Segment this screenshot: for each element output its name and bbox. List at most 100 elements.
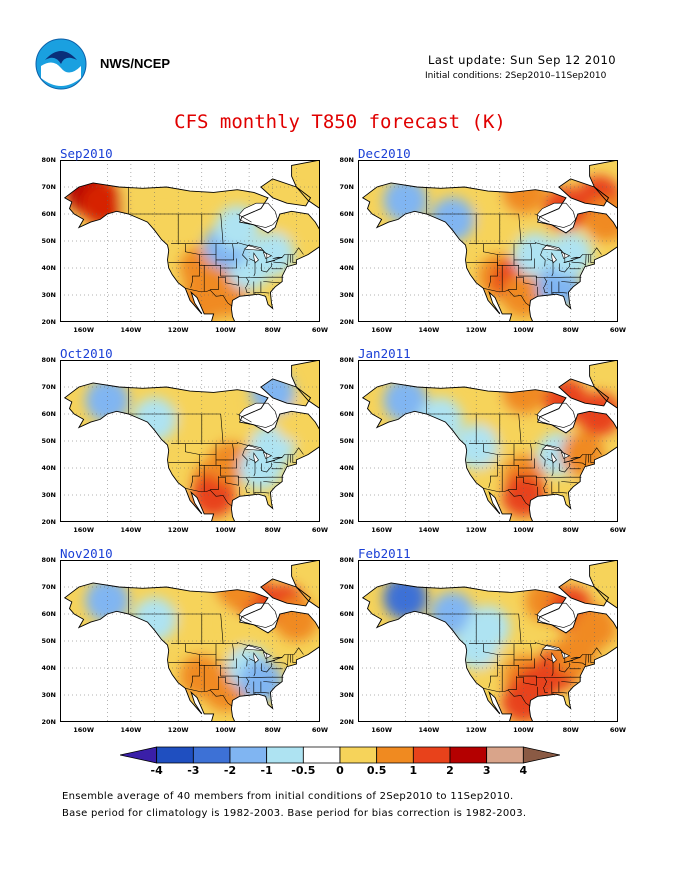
anomaly-region	[553, 632, 598, 677]
lon-tick-label: 60W	[311, 326, 329, 334]
org-label: NWS/NCEP	[100, 56, 171, 71]
panel-title: Jan2011	[358, 346, 411, 361]
last-update: Last update: Sun Sep 12 2010	[428, 53, 617, 67]
lon-tick-label: 120W	[465, 326, 487, 334]
lat-tick-label: 70N	[41, 583, 57, 591]
main-title: CFS monthly T850 forecast (K)	[174, 111, 506, 133]
lon-tick-label: 120W	[167, 726, 189, 734]
lon-tick-label: 120W	[465, 526, 487, 534]
lon-tick-label: 140W	[418, 726, 440, 734]
lon-tick-label: 60W	[311, 526, 329, 534]
footer-line-1: Ensemble average of 40 members from init…	[62, 791, 514, 802]
panel-title: Sep2010	[60, 146, 113, 161]
lat-tick-label: 30N	[41, 491, 57, 499]
lat-tick-label: 70N	[41, 183, 57, 191]
colorbar-tick-label: 1	[409, 764, 418, 777]
lat-tick-label: 50N	[339, 237, 355, 245]
colorbar-tick-label: 2	[446, 764, 454, 777]
lat-tick-label: 40N	[41, 264, 57, 272]
lon-tick-label: 80W	[562, 726, 579, 734]
colorbar-segment	[266, 746, 304, 764]
lat-tick-label: 70N	[339, 583, 355, 591]
anomaly-region	[191, 473, 236, 517]
lat-tick-label: 80N	[339, 356, 355, 364]
colorbar-tick-label: 0.5	[366, 764, 387, 777]
lat-tick-label: 50N	[41, 437, 57, 445]
lat-tick-label: 40N	[339, 264, 355, 272]
colorbar-segment	[120, 746, 158, 764]
lat-tick-label: 50N	[41, 637, 57, 645]
lon-tick-label: 160W	[371, 726, 392, 734]
colorbar-segment	[412, 746, 451, 764]
lon-tick-label: 140W	[418, 526, 440, 534]
lat-tick-label: 80N	[339, 156, 355, 164]
anomaly-region	[120, 178, 165, 223]
colorbar-tick-label: 4	[519, 764, 528, 777]
colorbar-segment	[339, 746, 378, 764]
lon-tick-label: 140W	[120, 726, 142, 734]
map-plot	[60, 160, 320, 322]
anomaly-region	[80, 181, 125, 226]
anomaly-region	[250, 232, 295, 277]
map-panel: Nov2010 80N 70N 60N 50N 40N 30N 20N 160W 140W 120W…	[42, 546, 329, 734]
lat-tick-label: 40N	[339, 664, 355, 672]
lon-tick-label: 140W	[418, 326, 440, 334]
lat-tick-label: 60N	[41, 410, 57, 418]
anomaly-region	[548, 232, 593, 277]
lon-tick-label: 80W	[264, 726, 281, 734]
colorbar-segment	[376, 746, 414, 764]
lat-tick-label: 80N	[41, 156, 57, 164]
lon-tick-label: 160W	[73, 326, 94, 334]
colorbar-segment	[192, 746, 231, 764]
lon-tick-label: 80W	[562, 326, 579, 334]
lat-tick-label: 70N	[41, 383, 57, 391]
lon-tick-label: 100W	[513, 526, 534, 534]
lat-tick-label: 60N	[41, 210, 57, 218]
lon-tick-label: 120W	[167, 326, 189, 334]
lat-tick-label: 20N	[41, 518, 57, 526]
lat-tick-label: 70N	[339, 383, 355, 391]
lat-tick-label: 30N	[339, 291, 355, 299]
lon-tick-label: 100W	[215, 326, 236, 334]
colorbar-segment	[156, 746, 194, 764]
map-plot	[60, 560, 320, 722]
anomaly-region	[383, 575, 428, 620]
lat-tick-label: 30N	[41, 691, 57, 699]
lon-tick-label: 100W	[513, 326, 534, 334]
lon-tick-label: 100W	[513, 726, 534, 734]
lon-tick-label: 160W	[371, 526, 392, 534]
lon-tick-label: 80W	[562, 526, 579, 534]
footer-line-2: Base period for climatology is 1982-2003…	[62, 808, 527, 819]
lat-tick-label: 40N	[339, 464, 355, 472]
lat-tick-label: 20N	[339, 318, 355, 326]
lon-tick-label: 140W	[120, 326, 142, 334]
initial-conditions: Initial conditions: 2Sep2010–11Sep2010	[425, 71, 607, 81]
panel-title: Oct2010	[60, 346, 113, 361]
lat-tick-label: 20N	[41, 718, 57, 726]
colorbar-tick-label: 3	[482, 764, 491, 777]
lon-tick-label: 60W	[609, 326, 627, 334]
lon-tick-label: 160W	[371, 326, 392, 334]
lat-tick-label: 60N	[339, 610, 355, 618]
lat-tick-label: 60N	[41, 610, 57, 618]
colorbar	[120, 746, 560, 764]
lat-tick-label: 80N	[41, 356, 57, 364]
map-panel: Feb2011 80N 70N 60N 50N 40N 30N 20N 160W 140W 120W…	[340, 546, 627, 734]
lat-tick-label: 30N	[339, 691, 355, 699]
lon-tick-label: 140W	[120, 526, 142, 534]
lat-tick-label: 50N	[339, 437, 355, 445]
lat-tick-label: 50N	[41, 237, 57, 245]
colorbar-tick-label: -0.5	[291, 764, 316, 777]
lon-tick-label: 60W	[609, 526, 627, 534]
lon-tick-label: 60W	[609, 726, 627, 734]
colorbar-tick-label: 0	[336, 764, 344, 777]
map-plot	[358, 160, 618, 322]
lat-tick-label: 30N	[41, 291, 57, 299]
noaa-logo	[35, 38, 87, 90]
lon-tick-label: 80W	[264, 326, 281, 334]
map-plot	[358, 360, 618, 522]
colorbar-segment	[229, 746, 268, 764]
panel-title: Dec2010	[358, 146, 411, 161]
panel-title: Nov2010	[60, 546, 113, 561]
lat-tick-label: 20N	[339, 718, 355, 726]
